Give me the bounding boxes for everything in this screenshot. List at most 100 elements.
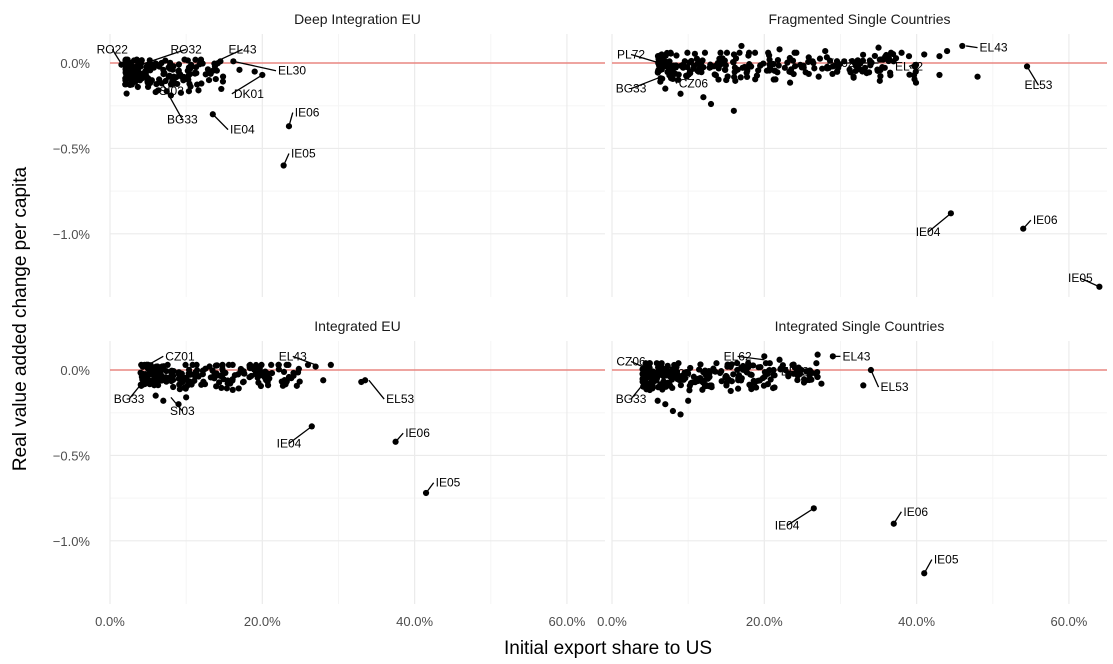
data-point (712, 368, 719, 375)
data-point (731, 68, 738, 76)
data-point (673, 52, 680, 59)
data-point (771, 384, 778, 391)
label-leader-line (630, 76, 662, 90)
data-point (811, 65, 818, 72)
data-point (859, 57, 867, 64)
data-point (743, 73, 751, 81)
data-point (814, 368, 821, 376)
data-point (665, 61, 673, 68)
data-point (229, 386, 236, 393)
data-point (294, 369, 302, 376)
data-point (696, 366, 703, 373)
data-point (738, 42, 745, 50)
data-point (134, 83, 141, 91)
data-point (662, 85, 669, 92)
data-point (701, 377, 708, 384)
data-point (167, 59, 174, 66)
data-point (770, 366, 777, 374)
data-point (677, 382, 684, 389)
data-point (786, 79, 794, 86)
label-leader-line (212, 113, 229, 131)
x-tick-label: 0.0% (597, 614, 627, 629)
data-point (202, 71, 209, 78)
data-point (727, 387, 734, 395)
data-point (677, 90, 684, 97)
data-point (184, 67, 191, 74)
data-point (661, 63, 668, 70)
data-point (734, 360, 741, 367)
data-point (813, 360, 820, 367)
data-point (732, 77, 739, 84)
data-point (713, 360, 720, 367)
data-point (771, 67, 778, 74)
data-point (199, 371, 206, 378)
data-point (128, 69, 135, 76)
data-point (703, 382, 710, 389)
data-point (855, 64, 862, 71)
point-label: IE04 (277, 436, 302, 450)
data-point (264, 382, 272, 389)
data-point (776, 46, 783, 53)
label-leader-line (630, 360, 651, 371)
data-point (867, 62, 874, 69)
data-point (327, 361, 334, 369)
data-point (738, 375, 745, 382)
point-label: CZ06 (616, 354, 646, 368)
data-point (192, 369, 199, 376)
data-point (180, 378, 187, 385)
data-point (669, 407, 677, 415)
label-leader-line (162, 84, 183, 120)
facet-panel: Deep Integration EU 0.0% −0.5% −1.0% RO22 RO3… (53, 11, 605, 297)
data-point (762, 360, 770, 367)
data-point (685, 71, 692, 78)
data-point (959, 42, 966, 50)
data-point (675, 76, 682, 83)
data-point (699, 386, 706, 393)
x-tick-label: 60.0% (1050, 614, 1087, 629)
x-tick-label: 20.0% (746, 614, 783, 629)
label-leader-line (128, 379, 145, 400)
x-tick-label: 20.0% (244, 614, 281, 629)
data-point (714, 59, 722, 67)
data-point (854, 57, 861, 64)
data-point (235, 385, 242, 392)
data-point (823, 54, 830, 61)
facet-title: Integrated EU (314, 318, 400, 334)
data-point (658, 363, 665, 370)
data-point (682, 375, 689, 382)
data-point (684, 49, 691, 56)
data-point (876, 77, 883, 84)
y-axis-title: Real value added change per capita (10, 166, 31, 471)
label-leader-line (155, 88, 158, 92)
data-point (123, 90, 130, 97)
data-point (223, 385, 230, 392)
data-point (160, 66, 167, 73)
label-leader-line (111, 49, 126, 71)
data-point (800, 62, 807, 69)
data-point (320, 377, 327, 384)
y-tick-label: −1.0% (53, 534, 91, 549)
data-point (234, 371, 242, 378)
data-point (144, 83, 152, 91)
label-leader-line (368, 379, 385, 400)
data-point (685, 397, 692, 404)
data-point (654, 397, 661, 404)
data-point (280, 368, 288, 376)
x-axis-title: Initial export share to US (504, 638, 712, 659)
data-point (217, 372, 224, 380)
data-point (182, 361, 189, 369)
data-point (752, 384, 760, 391)
point-label: IE04 (775, 518, 800, 532)
data-point (686, 387, 693, 394)
point-label: BG33 (616, 82, 647, 96)
point-label: IE06 (405, 426, 430, 440)
data-point (151, 382, 158, 389)
data-point (142, 69, 149, 76)
label-leader-line (147, 355, 164, 366)
data-point (170, 383, 177, 391)
point-label: EL53 (881, 380, 909, 394)
data-point (805, 54, 812, 61)
data-point (122, 75, 129, 82)
data-point (211, 375, 218, 382)
